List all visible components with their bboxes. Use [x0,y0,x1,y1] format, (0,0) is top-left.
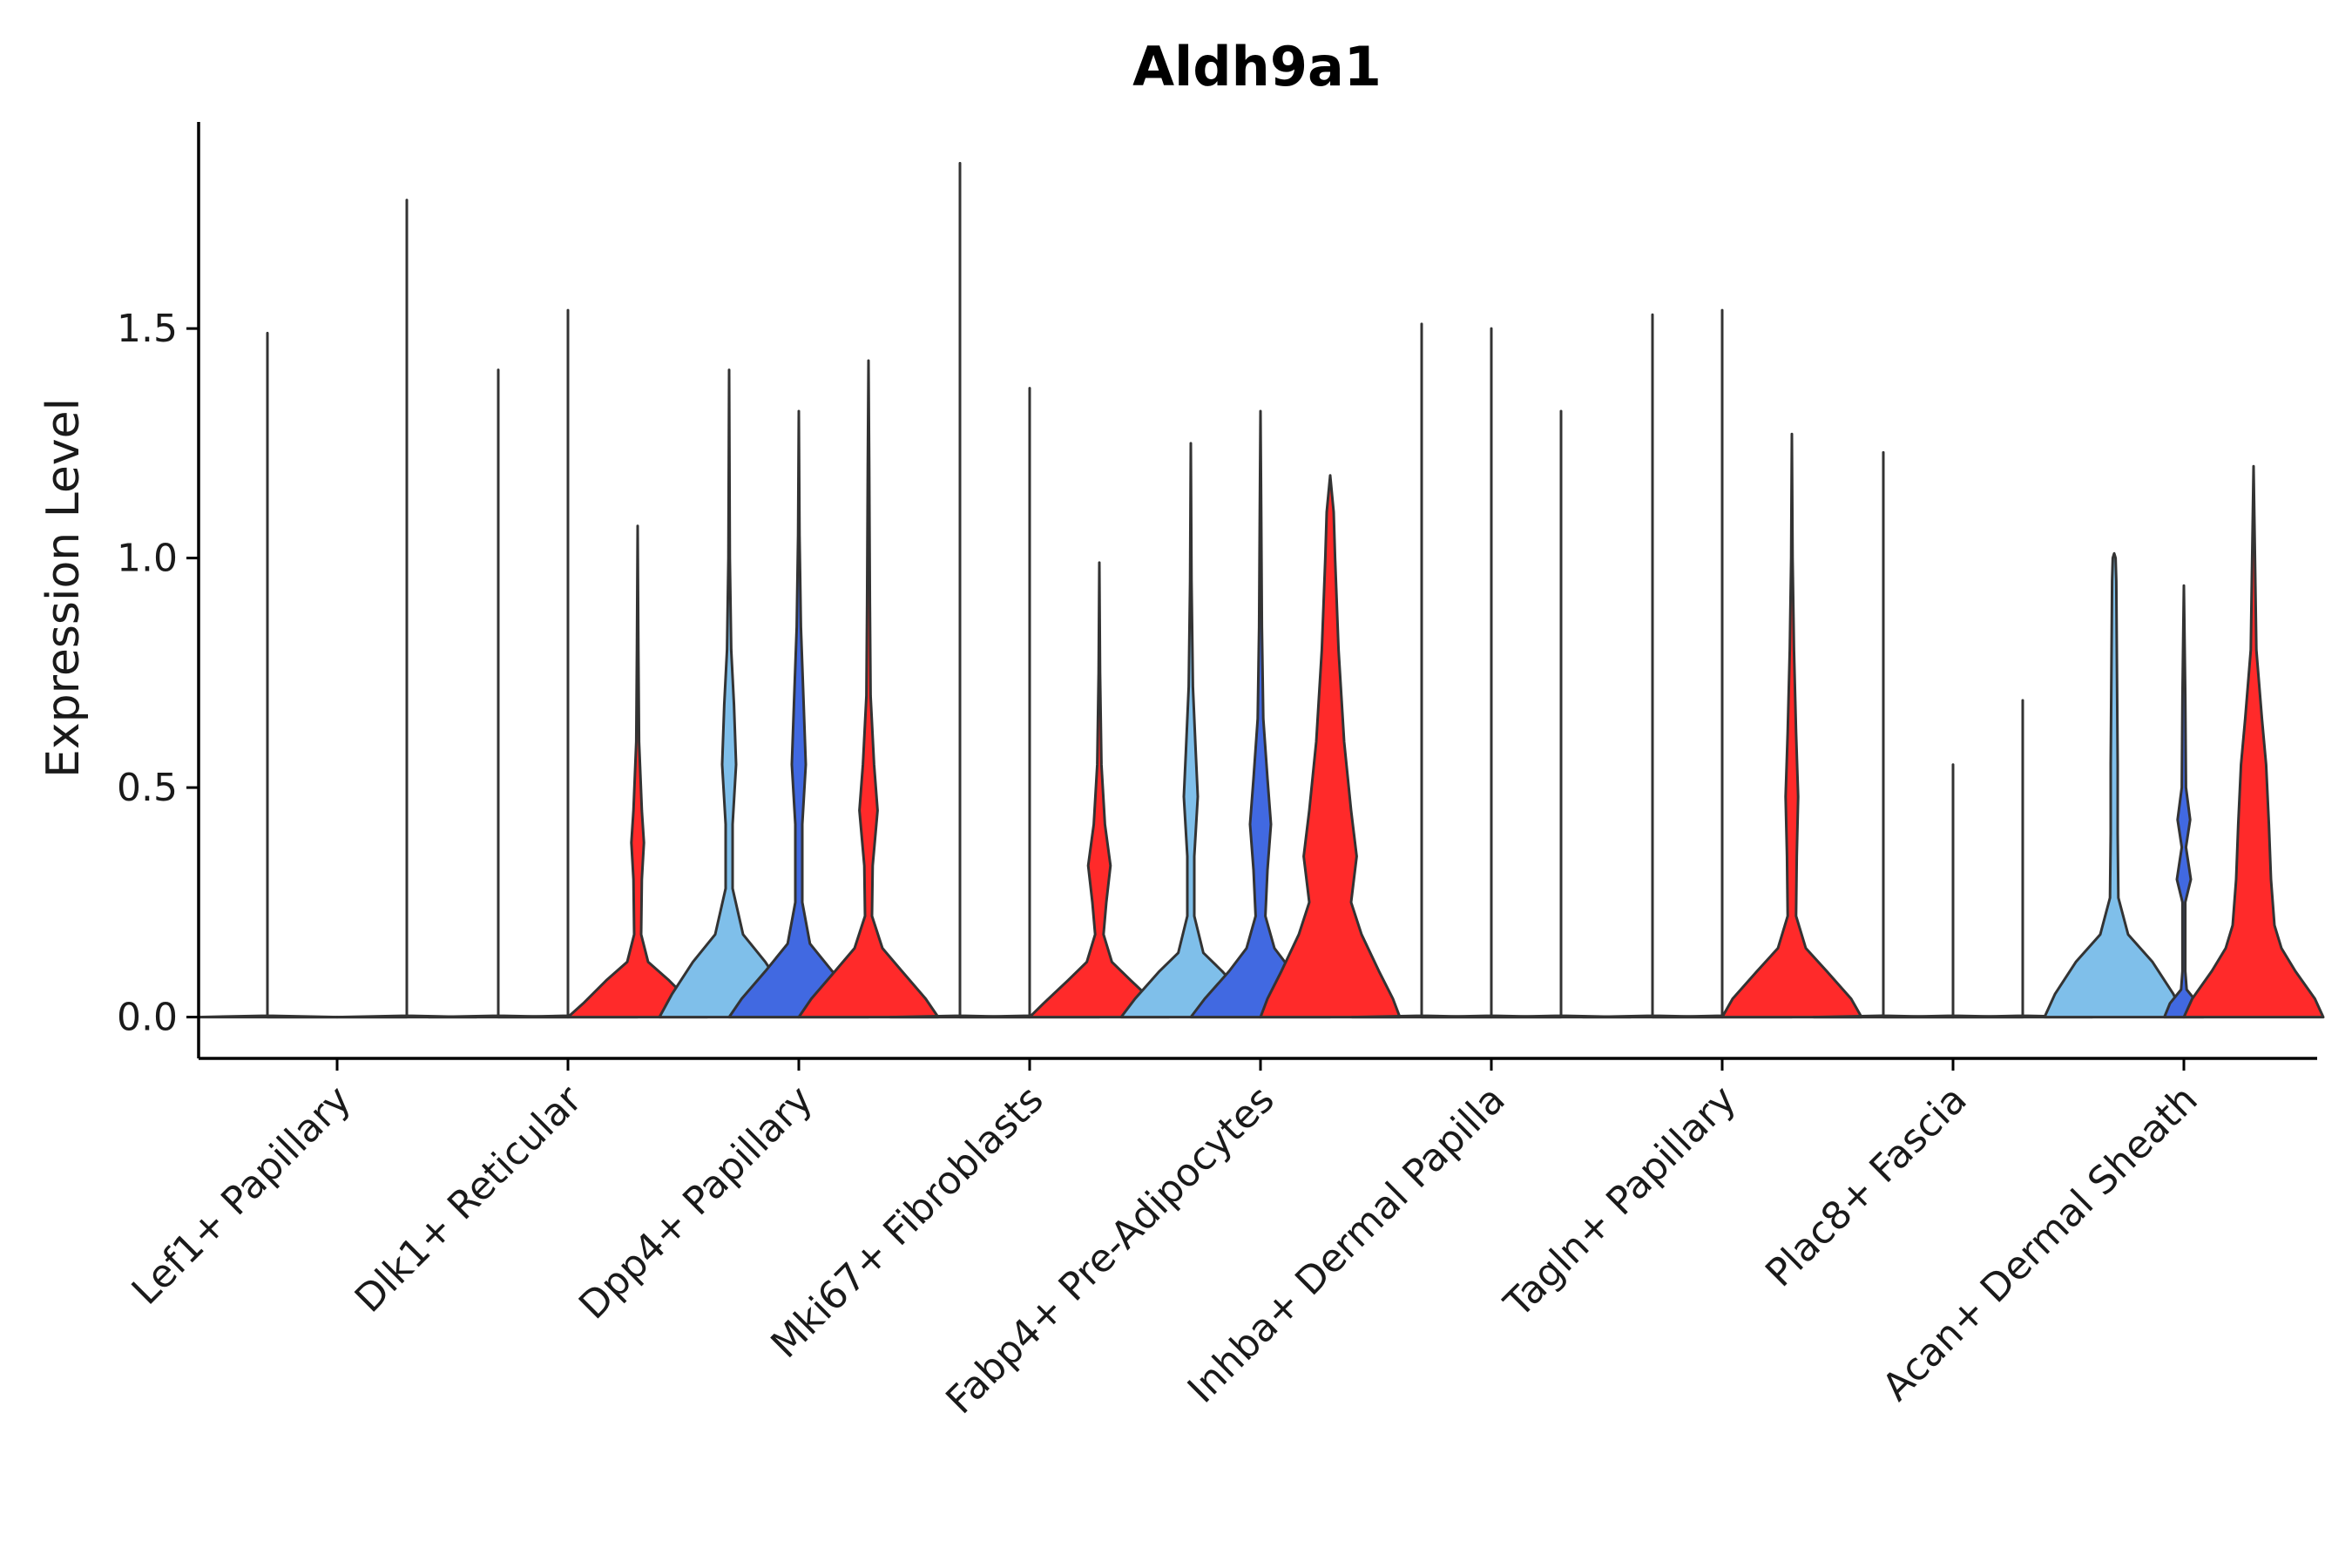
violin-2-3 [566,524,709,1019]
y-tick-label: 0.0 [117,996,178,1040]
y-tick-label: 1.5 [117,307,178,351]
y-tick-label: 0.5 [117,766,178,810]
violin-6-1 [1350,322,1493,1019]
violin-1-1 [196,331,339,1019]
violin-6-2 [1420,327,1563,1019]
y-axis-label: Expression Level [37,398,90,778]
violin-9-3 [2182,464,2325,1019]
violin-4-2 [958,387,1101,1019]
x-tick-label: Plac8+ Fascia [1757,1078,1976,1296]
violin-5-1 [1119,442,1262,1019]
violin-4-3 [1028,561,1171,1019]
violin-1-3 [335,199,478,1019]
violin-4-1 [889,161,1031,1019]
violin-5-2 [1189,409,1332,1019]
violins-layer [196,161,2325,1019]
violin-2-1 [427,368,570,1019]
x-tick-label: Dpp4+ Papillary [571,1078,821,1328]
violin-3-1 [658,368,801,1019]
violin-3-3 [797,359,940,1019]
x-tick-label: Tagln+ Papillary [1496,1078,1745,1327]
x-tick-label: Dlk1+ Reticular [347,1077,591,1321]
violin-7-1 [1581,313,1724,1019]
violin-7-3 [1720,432,1863,1019]
violin-5-3 [1259,474,1402,1019]
violin-3-2 [727,409,870,1019]
chart-title: Aldh9a1 [1132,35,1382,98]
violin-7-2 [1651,308,1794,1019]
y-ticks: 0.0 0.5 1.0 1.5 [117,307,199,1040]
violin-6-3 [1490,409,1632,1019]
violin-9-2 [2163,584,2205,1019]
violin-9-1 [2043,551,2186,1019]
violin-8-1 [1812,450,1955,1019]
x-tick-label: Lef1+ Papillary [124,1078,360,1314]
y-tick-label: 1.0 [117,537,178,581]
violin-2-2 [497,308,639,1019]
axes-layer [197,122,2317,1060]
violin-8-2 [1882,763,2024,1019]
